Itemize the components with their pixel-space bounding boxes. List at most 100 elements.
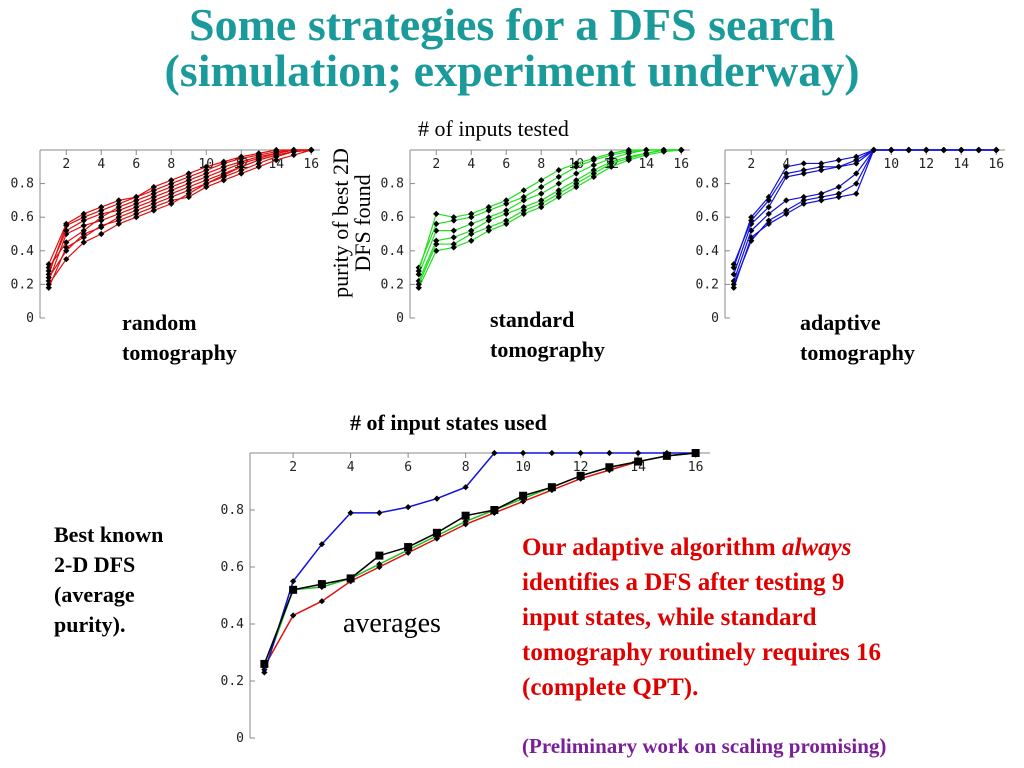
data-point [238,170,245,177]
adaptive-tomography-chart: 00.20.40.60.82410121416 [696,146,1005,325]
y-tick-label: 0.4 [696,244,720,259]
x-tick-label: 16 [988,157,1004,172]
data-point [468,214,475,221]
data-point [555,173,562,180]
y-tick-label: 0.6 [696,210,719,225]
data-point [432,528,441,537]
x-tick-label: 4 [97,157,105,172]
data-point [63,227,70,234]
data-point [203,180,210,187]
data-point [80,227,87,234]
data-point [503,220,510,228]
data-point [376,561,383,568]
data-point [115,210,122,217]
data-point [520,449,527,457]
data-point [800,167,807,174]
data-point [346,574,355,583]
data-point [538,183,545,191]
data-point [643,146,650,154]
data-point [238,163,245,170]
data-point [80,222,87,229]
data-point [678,146,685,154]
data-point [485,217,492,224]
rotated-ylabel-line1: purity of best 2D [328,148,353,298]
data-point [415,281,422,288]
series-line [48,149,312,272]
data-point [347,509,354,516]
data-point [468,237,475,244]
data-point [115,214,122,221]
data-point [520,187,527,194]
data-point [98,224,105,231]
data-point [203,170,210,177]
y-tick-label: 0.4 [11,244,35,259]
data-point [98,214,105,221]
series-line [733,149,997,265]
data-point [605,463,614,472]
data-point [450,234,457,241]
data-point [98,210,105,217]
data-point [975,146,982,154]
data-point [555,167,562,174]
data-point [853,180,860,187]
x-tick-label: 2 [432,157,440,172]
data-point [260,659,269,668]
y-tick-label: 0.6 [381,210,404,225]
bottom-y-axis-label: Best known 2-D DFS (average purity). [54,522,164,637]
data-point [433,247,440,254]
y-tick-label: 0 [396,311,404,325]
data-point [490,506,499,514]
data-point [433,240,440,248]
y-tick-label: 0.2 [11,277,34,292]
data-point [519,491,528,500]
y-tick-label: 0 [236,731,244,746]
data-point [485,227,492,234]
data-point [450,227,457,234]
conclusion-text: Our adaptive algorithm always identifies… [522,534,882,701]
data-point [308,146,315,154]
data-point [63,247,70,254]
data-point [450,240,457,248]
data-point [80,230,87,238]
data-point [468,230,475,238]
data-point [220,177,227,184]
data-point [289,585,298,594]
y-tick-label: 0.8 [221,503,244,518]
averages-chart: 00.20.40.60.82 4 6 8 10 12 14 16 [221,449,710,746]
data-point [485,214,492,221]
data-point [220,163,227,170]
y-tick-label: 0.4 [381,244,405,259]
data-point [404,543,413,552]
rotated-y-axis-label: purity of best 2D DFS found [328,118,375,328]
averages-label: averages [343,608,441,639]
series-line [418,149,682,285]
data-point [555,180,562,187]
data-point [203,167,210,174]
data-point [238,160,245,167]
data-point [290,612,297,619]
x-tick-label: 14 [638,157,654,172]
y-tick-label: 0.2 [221,674,244,689]
data-point [800,160,807,167]
series-line [418,149,682,282]
x-tick-label: 2 [62,157,70,172]
data-point [375,551,384,560]
data-point [468,227,475,234]
data-point [450,244,457,251]
data-point [45,281,52,288]
series-line [48,149,312,268]
data-point [185,170,192,177]
data-point [835,190,842,197]
data-point [853,190,860,197]
data-point [835,156,842,164]
title-line-2: (simulation; experiment underway) [164,45,860,96]
data-point [433,237,440,244]
y-tick-label: 0.8 [11,177,34,192]
data-point [80,217,87,224]
series-line [418,149,682,268]
data-point [503,210,510,217]
series-line [263,452,696,665]
data-point [800,197,807,204]
x-tick-label: 2 [289,460,297,475]
